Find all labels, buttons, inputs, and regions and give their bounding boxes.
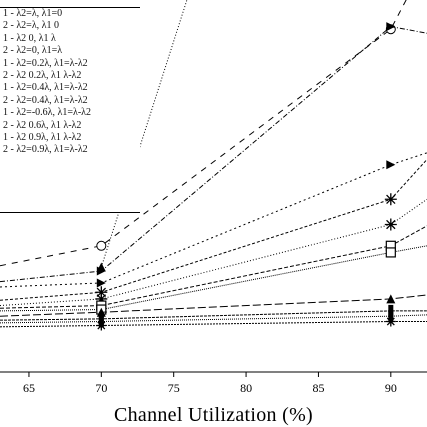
legend-entry-12: 2 - λ2=0.9λ, λ1=λ-λ2 — [3, 144, 88, 156]
series-7 — [0, 225, 427, 311]
series-10-line — [0, 310, 427, 321]
series-5-point-70 — [95, 286, 108, 299]
legend-entry-1: 1 - λ2=λ, λ1=0 — [3, 8, 63, 19]
series-3-line — [0, 26, 427, 283]
series-8-line — [0, 245, 427, 312]
series-3-point-90 — [386, 22, 396, 32]
series-5-point-90 — [384, 193, 397, 206]
series-8 — [0, 245, 427, 315]
x-tick-label-80: 80 — [240, 381, 252, 395]
x-axis-label: Channel Utilization (%) — [113, 404, 314, 426]
series-9 — [0, 294, 427, 317]
legend-entry-3: 1 - λ2 0, λ1 λ — [3, 32, 56, 44]
legend-entry-7: 1 - λ2=0.4λ, λ1=λ-λ2 — [3, 82, 88, 94]
legend-entry-2: 2 - λ2=λ, λ1 0 — [3, 20, 60, 32]
series-4 — [0, 152, 427, 288]
legend-entry-4: 2 - λ2=0, λ1=λ — [3, 45, 63, 57]
series-2-line — [100, 0, 188, 268]
series-4-point-90 — [386, 160, 396, 170]
x-tick-label-90: 90 — [385, 381, 397, 395]
legend-entry-6: 2 - λ2 0.2λ, λ1 λ-λ2 — [3, 70, 82, 82]
series-12-line — [0, 321, 427, 328]
series-11-point-90 — [388, 310, 394, 323]
legend-entry-11: 1 - λ2 0.9λ, λ1 λ-λ2 — [3, 132, 82, 144]
x-tick-label-75: 75 — [168, 381, 180, 395]
series-6-point-70 — [95, 292, 108, 305]
series-1-line — [0, 0, 407, 267]
x-tick-label-85: 85 — [312, 381, 324, 395]
series-6-line — [0, 198, 427, 307]
series-9-point-90 — [386, 294, 396, 304]
x-tick-label-70: 70 — [95, 381, 107, 395]
series-4-point-70 — [96, 278, 106, 288]
series-7-line — [0, 225, 427, 309]
series-3-point-70 — [96, 266, 106, 276]
series-layer — [0, 0, 427, 331]
legend-entry-5: 1 - λ2=0.2λ, λ1=λ-λ2 — [3, 57, 88, 69]
series-3 — [0, 22, 427, 283]
x-tick-layer: 65 70 75 80 85 90 — [23, 372, 397, 395]
legend-entry-8: 2 - λ2=0.4λ, λ1=λ-λ2 — [3, 94, 88, 106]
legend-entry-10: 2 - λ2 0.6λ, λ1 λ-λ2 — [3, 119, 82, 131]
series-8-point-90 — [385, 247, 396, 258]
series-5 — [0, 159, 427, 301]
series-12-point-70 — [96, 320, 107, 331]
x-tick-label-65: 65 — [23, 381, 35, 395]
series-12-point-90 — [385, 316, 396, 327]
series-11-line — [0, 314, 427, 324]
series-6-point-90 — [384, 218, 397, 231]
series-9-line — [0, 294, 427, 317]
series-1-point-70 — [96, 240, 107, 251]
legend-entry-9: 1 - λ2=-0.6λ, λ1=λ-λ2 — [3, 107, 92, 119]
series-12 — [0, 316, 427, 331]
series-6 — [0, 198, 427, 307]
series-5-line — [0, 159, 427, 301]
series-4-line — [0, 152, 427, 288]
